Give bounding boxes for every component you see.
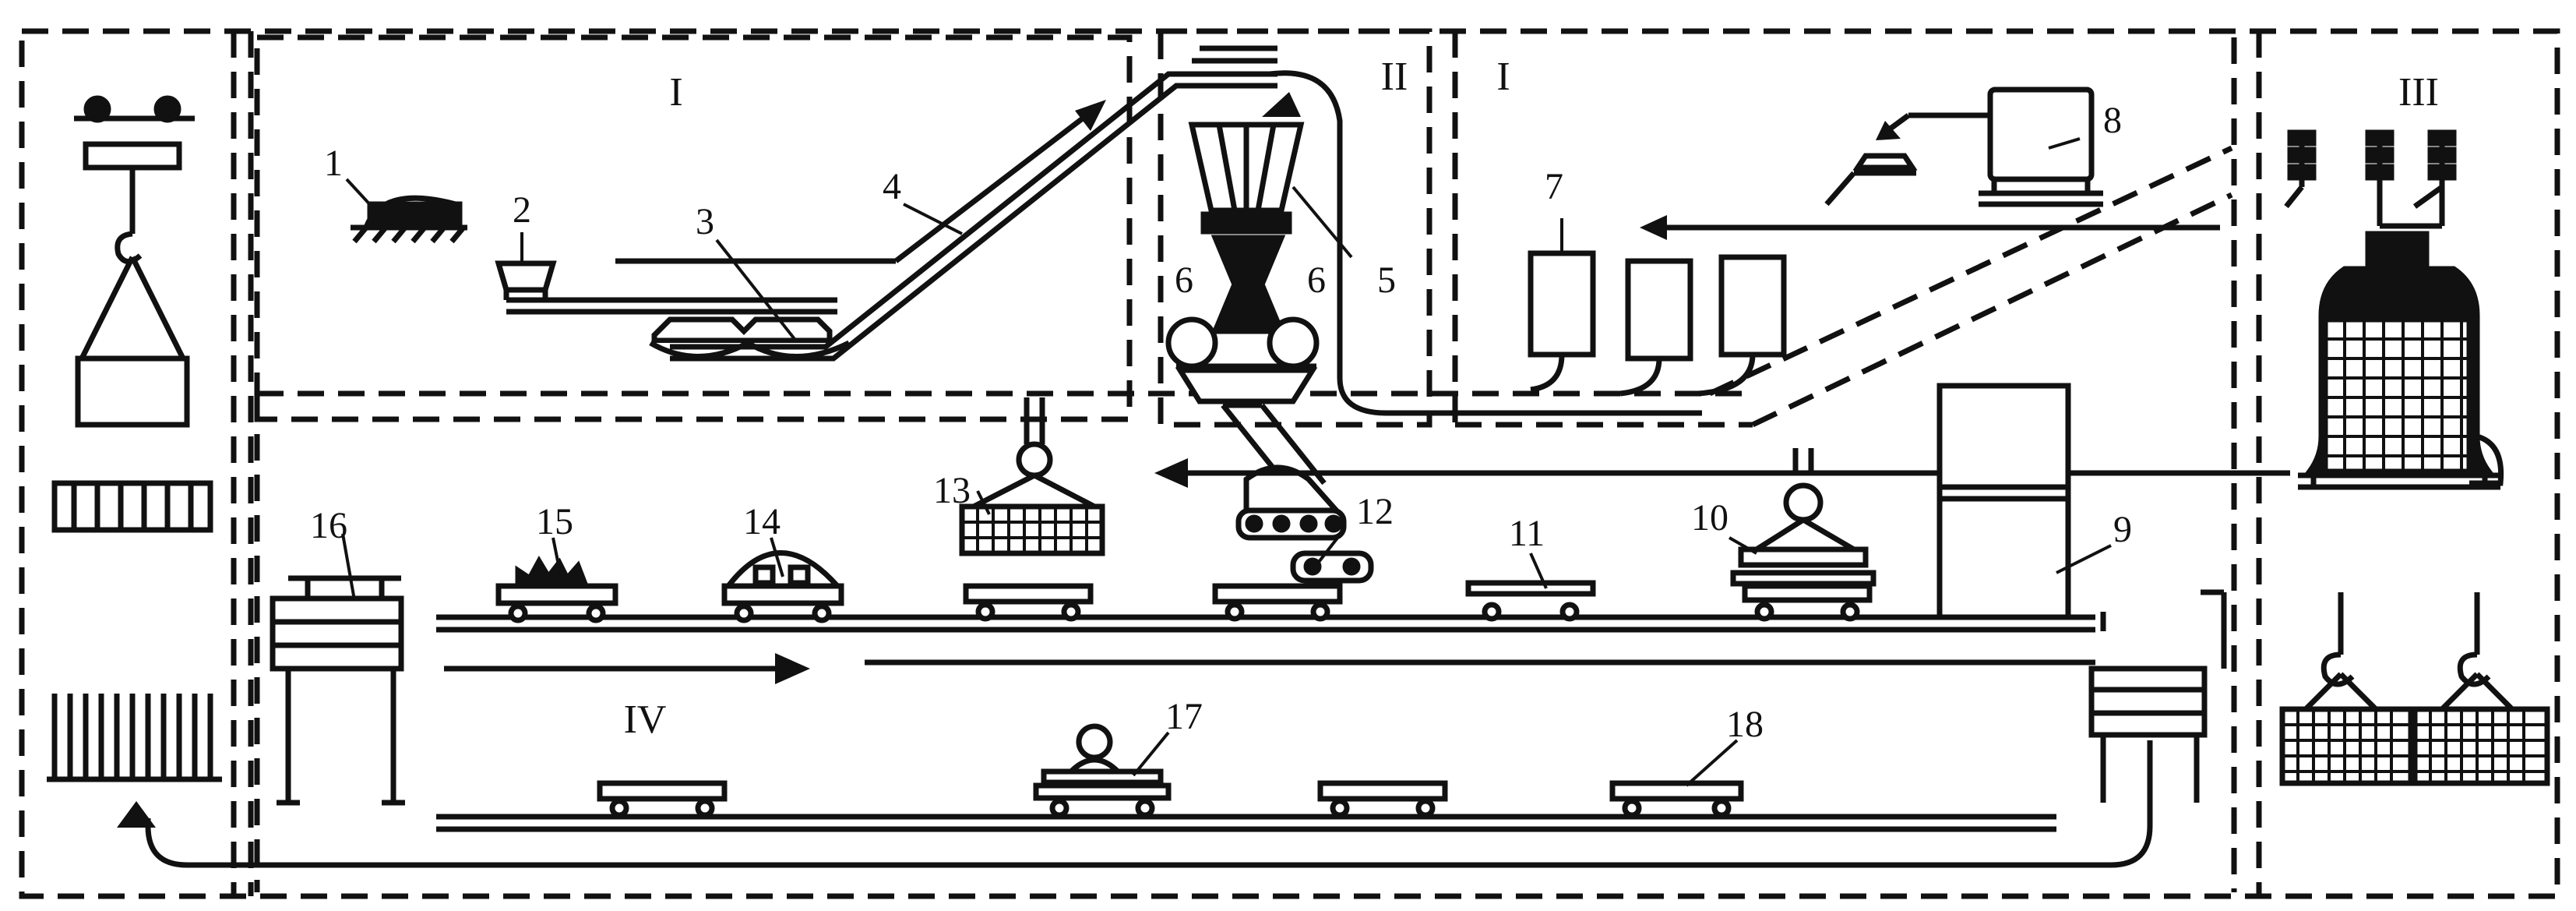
zone-frames	[19, 28, 2560, 899]
leader-11	[1529, 553, 1548, 589]
item-label-17: 17	[1165, 696, 1203, 737]
shakeout-box-9	[1936, 383, 2071, 620]
leader-3	[715, 238, 796, 341]
zone-i-left-equipment	[351, 45, 1277, 362]
leader-17	[1132, 731, 1170, 777]
car-18	[1609, 780, 1744, 818]
leader-10	[1728, 536, 1757, 555]
car-10-suspended	[1730, 448, 1876, 622]
leader-1	[345, 178, 375, 210]
return-loop	[145, 740, 2153, 868]
frame-zone-ii	[1158, 28, 1432, 428]
leader-5	[1292, 185, 1353, 259]
leader-8	[2048, 137, 2081, 150]
item-label-8: 8	[2103, 100, 2122, 141]
item-label-6a: 6	[1175, 260, 1193, 301]
diagonal-dash-upper	[1708, 145, 2233, 397]
item-label-3: 3	[696, 201, 714, 242]
item-label-18: 18	[1726, 704, 1764, 745]
leader-15	[551, 537, 562, 577]
item-label-12: 12	[1356, 491, 1394, 532]
stockpile-1	[351, 195, 467, 244]
zone-label-i-left: I	[669, 70, 682, 115]
item-label-13: 13	[933, 470, 971, 511]
car-15	[495, 555, 618, 623]
zone-iii-equipment	[1154, 129, 2550, 786]
molding-machine-12	[1235, 464, 1374, 584]
item-label-15: 15	[536, 501, 573, 542]
crane-hook-icon	[74, 95, 195, 428]
zone-ii-equipment	[1165, 70, 1702, 584]
ladle-hook-left-icon	[2279, 592, 2414, 786]
mixer-hopper-5	[1188, 70, 1702, 416]
leader-12	[1315, 528, 1345, 567]
comb-rack-icon	[47, 694, 222, 782]
furnace-vessel-icon	[2298, 231, 2504, 490]
item-label-1: 1	[324, 143, 343, 184]
car-14	[721, 550, 844, 623]
inclined-conveyor-4	[615, 45, 1277, 362]
storage-bins-7	[1528, 215, 2220, 397]
pusher-right	[2088, 589, 2227, 803]
diagonal-dash-lower	[1751, 192, 2233, 428]
item-label-10: 10	[1691, 497, 1728, 538]
left-column-loading	[47, 95, 222, 828]
feeder-hopper-2	[495, 260, 557, 300]
item-label-5: 5	[1377, 260, 1396, 301]
frame-zone-i-left	[254, 34, 1133, 422]
item-label-2: 2	[513, 189, 531, 231]
zone-labels: I II I III IV	[624, 55, 2439, 742]
leader-16	[341, 533, 356, 601]
item-label-16: 16	[310, 505, 347, 546]
item-label-7: 7	[1545, 166, 1563, 207]
car-17	[1033, 723, 1172, 818]
furnace-unit-8	[1824, 87, 2103, 207]
item-label-9: 9	[2113, 509, 2132, 550]
car-11	[1465, 580, 1596, 622]
pressure-heads-6	[1165, 316, 1327, 486]
ladle-hook-right-icon	[2412, 592, 2550, 786]
item-label-4: 4	[883, 166, 901, 207]
suspended-mold-13	[959, 397, 1105, 622]
zone-label-ii: II	[1381, 55, 1408, 99]
zone-label-iii: III	[2398, 70, 2439, 115]
metal-flow-arrow	[1154, 458, 2290, 488]
leader-14	[770, 537, 784, 577]
leader-13	[976, 490, 991, 515]
electrodes-icon	[2284, 129, 2457, 229]
item-label-14: 14	[743, 501, 781, 542]
zone-label-i-right: I	[1496, 55, 1510, 99]
car-12-platform	[1212, 583, 1343, 622]
car-lower-c	[1317, 780, 1448, 818]
pusher-16	[270, 575, 405, 806]
item-label-11: 11	[1509, 513, 1545, 554]
leader-9	[2056, 544, 2112, 574]
item-labels: 1 2 3 4 5 6 6 7 8 9 10 11 12 13 14 15 16…	[310, 100, 2132, 745]
car-lower-a	[597, 780, 728, 818]
zone-i-right-equipment	[1528, 87, 2220, 397]
leader-4	[903, 203, 963, 235]
zone-label-iv: IV	[624, 697, 667, 742]
zone-iv-mold-line	[145, 383, 2227, 868]
stacked-plates-icon	[51, 480, 213, 533]
leader-lines	[341, 137, 2112, 787]
leader-18	[1685, 739, 1739, 787]
belt-conveyor-3	[506, 297, 851, 359]
item-label-6b: 6	[1307, 260, 1326, 301]
